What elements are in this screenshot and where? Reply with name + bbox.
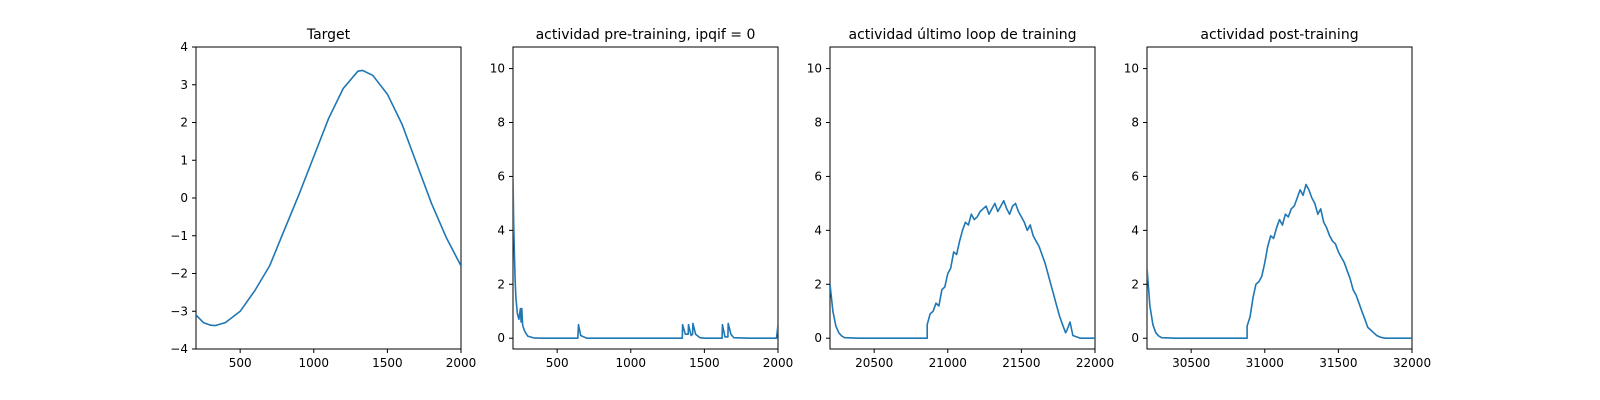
y-tick-label: 3 bbox=[180, 78, 188, 92]
x-tick-label: 1000 bbox=[616, 356, 647, 370]
axes-frame bbox=[1146, 46, 1413, 350]
x-tick-label: 22000 bbox=[1076, 356, 1114, 370]
y-tick-label: 6 bbox=[1131, 169, 1139, 183]
x-tick-label: 20500 bbox=[855, 356, 893, 370]
y-tick-label: −1 bbox=[170, 229, 188, 243]
subplot-pre-training: 500 1000 1500 2000 0 2 4 6 8 10 actividad pre-trai… bbox=[490, 27, 794, 370]
y-tick-label: 2 bbox=[814, 277, 822, 291]
y-tick-label: 6 bbox=[497, 169, 505, 183]
y-tick-label: 10 bbox=[490, 62, 505, 76]
y-tick-label: 6 bbox=[814, 169, 822, 183]
y-tick-label: −3 bbox=[170, 304, 188, 318]
x-tick-label: 500 bbox=[546, 356, 569, 370]
y-tick-label: 4 bbox=[497, 223, 505, 237]
y-tick-label: 4 bbox=[1131, 223, 1139, 237]
series-line bbox=[1147, 183, 1412, 340]
x-tick-label: 500 bbox=[229, 356, 252, 370]
axes-frame bbox=[829, 46, 1096, 350]
y-tick-label: 0 bbox=[1131, 331, 1139, 345]
subplot-title: actividad pre-training, ipqif = 0 bbox=[536, 27, 756, 43]
x-tick-label: 32000 bbox=[1393, 356, 1431, 370]
subplot-last-training-loop: 20500 21000 21500 22000 0 2 4 6 8 10 actividad últ… bbox=[807, 27, 1114, 370]
y-tick-label: 1 bbox=[180, 153, 188, 167]
x-tick-label: 1500 bbox=[689, 356, 720, 370]
y-tick-label: 0 bbox=[814, 331, 822, 345]
subplot-title: actividad post-training bbox=[1200, 27, 1358, 43]
x-tick-label: 30500 bbox=[1172, 356, 1210, 370]
x-tick-label: 31000 bbox=[1246, 356, 1284, 370]
series-line bbox=[830, 199, 1095, 340]
y-tick-label: −2 bbox=[170, 267, 188, 281]
axes-frame bbox=[195, 46, 462, 350]
y-tick-label: −4 bbox=[170, 342, 188, 356]
x-tick-label: 2000 bbox=[763, 356, 794, 370]
subplot-target: 500 1000 1500 2000 −4 −3 −2 −1 0 1 2 3 4 Target bbox=[170, 27, 476, 370]
subplot-title: actividad último loop de training bbox=[849, 27, 1077, 43]
y-tick-label: 0 bbox=[180, 191, 188, 205]
y-tick-label: 2 bbox=[180, 116, 188, 130]
y-tick-label: 8 bbox=[1131, 116, 1139, 130]
x-tick-label: 21500 bbox=[1002, 356, 1040, 370]
y-tick-label: 4 bbox=[180, 40, 188, 54]
y-tick-label: 8 bbox=[497, 116, 505, 130]
y-tick-label: 10 bbox=[807, 62, 822, 76]
x-tick-label: 21000 bbox=[929, 356, 967, 370]
x-tick-label: 1500 bbox=[372, 356, 403, 370]
series-line bbox=[513, 176, 778, 340]
series-line bbox=[196, 69, 461, 327]
subplot-title: Target bbox=[306, 27, 351, 43]
subplot-post-training: 30500 31000 31500 32000 0 2 4 6 8 10 actividad pos… bbox=[1124, 27, 1431, 370]
y-tick-label: 10 bbox=[1124, 62, 1139, 76]
x-tick-label: 31500 bbox=[1319, 356, 1357, 370]
y-tick-label: 2 bbox=[497, 277, 505, 291]
axes-frame bbox=[512, 46, 779, 350]
y-tick-label: 2 bbox=[1131, 277, 1139, 291]
x-tick-label: 2000 bbox=[446, 356, 477, 370]
y-tick-label: 8 bbox=[814, 116, 822, 130]
y-tick-label: 0 bbox=[497, 331, 505, 345]
y-tick-label: 4 bbox=[814, 223, 822, 237]
x-tick-label: 1000 bbox=[299, 356, 330, 370]
